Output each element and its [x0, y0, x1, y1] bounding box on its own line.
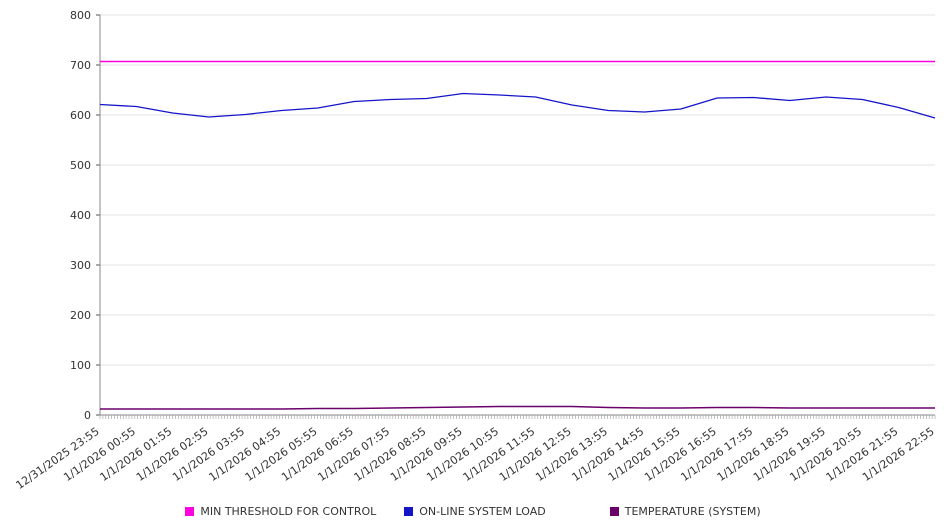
- y-tick-label: 600: [70, 109, 91, 122]
- legend-item-temperature: TEMPERATURE (SYSTEM): [609, 505, 761, 518]
- y-tick-label: 700: [70, 59, 91, 72]
- y-tick-label: 500: [70, 159, 91, 172]
- legend-label-temperature: TEMPERATURE (SYSTEM): [624, 505, 761, 518]
- series-line: [99, 92, 936, 119]
- legend-swatch-system-load-icon: [404, 507, 414, 516]
- legend-label-system-load: ON-LINE SYSTEM LOAD: [419, 505, 546, 518]
- y-tick-label: 800: [70, 9, 91, 22]
- legend-item-system-load: ON-LINE SYSTEM LOAD: [404, 505, 546, 518]
- y-tick-label: 200: [70, 309, 91, 322]
- legend-swatch-temperature-icon: [609, 507, 619, 516]
- legend-item-min-threshold: MIN THRESHOLD FOR CONTROL: [185, 505, 376, 518]
- y-tick-label: 100: [70, 359, 91, 372]
- y-tick-label: 300: [70, 259, 91, 272]
- y-tick-label: 400: [70, 209, 91, 222]
- legend-label-min-threshold: MIN THRESHOLD FOR CONTROL: [200, 505, 377, 518]
- legend: MIN THRESHOLD FOR CONTROL ON-LINE SYSTEM…: [0, 505, 946, 518]
- legend-swatch-min-threshold-icon: [185, 507, 195, 516]
- y-tick-label: 0: [84, 409, 91, 422]
- series-line: [100, 405, 935, 410]
